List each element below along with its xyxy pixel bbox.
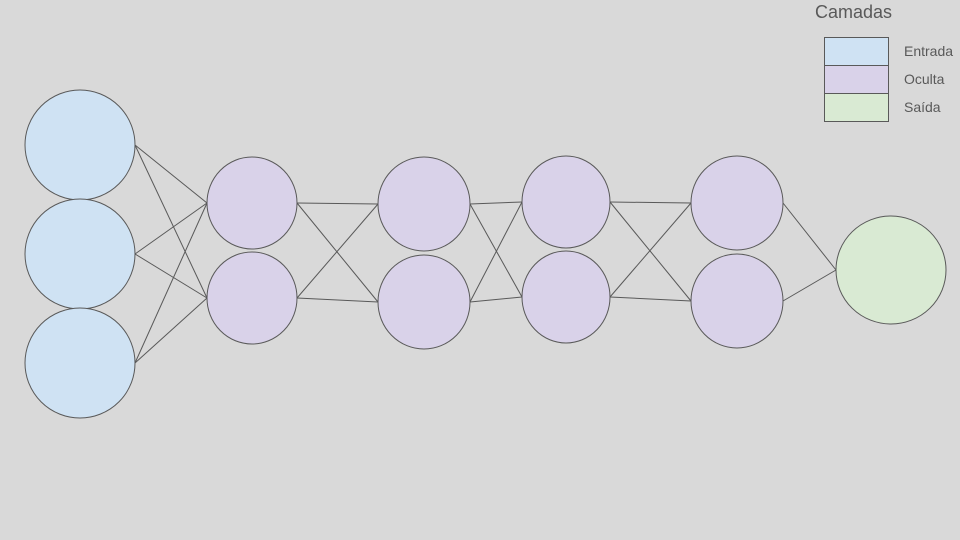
hidden-neuron-l4-n0 xyxy=(690,155,784,251)
connection-l1-n0-to-n0 xyxy=(296,202,379,205)
connection-l4-n1-to-n0 xyxy=(782,269,837,302)
legend-swatch-saida xyxy=(824,93,889,122)
hidden-neuron-l2-n0 xyxy=(377,156,471,252)
legend-label-entrada: Entrada xyxy=(904,43,954,59)
connection-l1-n0-to-n1 xyxy=(296,202,379,303)
hidden-neuron-l3-n0 xyxy=(521,155,611,249)
input-neuron-l0-n2 xyxy=(24,307,136,419)
legend-item-oculta: Oculta xyxy=(824,65,960,94)
connection-l3-n1-to-n1 xyxy=(609,296,692,302)
connection-l0-n0-to-n0 xyxy=(134,144,208,204)
input-neuron-l0-n1 xyxy=(24,198,136,310)
connection-l1-n1-to-n1 xyxy=(296,297,379,303)
legend-item-entrada: Entrada xyxy=(824,37,960,66)
connection-l0-n1-to-n1 xyxy=(134,253,208,299)
hidden-neuron-l1-n1 xyxy=(206,251,298,345)
connections xyxy=(134,144,837,364)
connection-l1-n1-to-n0 xyxy=(296,203,379,299)
hidden-neuron-l2-n1 xyxy=(377,254,471,350)
legend-label-saida: Saída xyxy=(904,99,941,115)
connection-l2-n1-to-n1 xyxy=(469,296,523,303)
neurons xyxy=(24,89,947,419)
hidden-neuron-l4-n1 xyxy=(690,253,784,349)
input-neuron-l0-n0 xyxy=(24,89,136,201)
connection-l0-n0-to-n1 xyxy=(134,144,208,299)
connection-l2-n0-to-n1 xyxy=(469,203,523,298)
connection-l0-n1-to-n0 xyxy=(134,202,208,255)
connection-l4-n0-to-n0 xyxy=(782,202,837,271)
legend-item-saida: Saída xyxy=(824,93,960,122)
hidden-neuron-l1-n0 xyxy=(206,156,298,250)
connection-l0-n2-to-n1 xyxy=(134,297,208,364)
legend-swatch-entrada xyxy=(824,37,889,66)
connection-l2-n1-to-n0 xyxy=(469,201,523,303)
connection-l3-n1-to-n0 xyxy=(609,202,692,298)
legend-label-oculta: Oculta xyxy=(904,71,945,87)
legend-title: Camadas xyxy=(815,2,893,22)
output-neuron-l5-n0 xyxy=(835,215,947,325)
connection-l2-n0-to-n0 xyxy=(469,201,523,205)
hidden-neuron-l3-n1 xyxy=(521,250,611,344)
connection-l3-n0-to-n1 xyxy=(609,201,692,302)
connection-l3-n0-to-n0 xyxy=(609,201,692,204)
legend-swatch-oculta xyxy=(824,65,889,94)
connection-l0-n2-to-n0 xyxy=(134,202,208,364)
